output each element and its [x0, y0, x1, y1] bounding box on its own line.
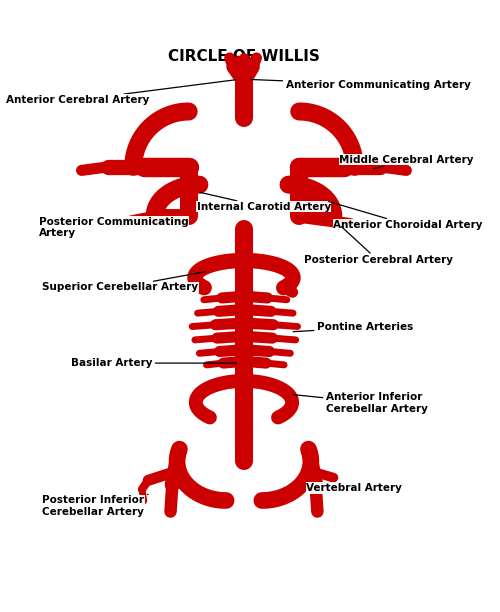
Text: Anterior Communicating Artery: Anterior Communicating Artery: [251, 80, 471, 90]
Text: Posterior Communicating
Artery: Posterior Communicating Artery: [39, 217, 188, 238]
Text: Middle Cerebral Artery: Middle Cerebral Artery: [340, 155, 474, 169]
Text: Anterior Inferior
Cerebellar Artery: Anterior Inferior Cerebellar Artery: [293, 392, 428, 414]
Text: Internal Carotid Artery: Internal Carotid Artery: [196, 192, 331, 212]
Text: Anterior Choroidal Artery: Anterior Choroidal Artery: [328, 201, 482, 230]
Text: Vertebral Artery: Vertebral Artery: [306, 483, 402, 494]
Text: CIRCLE OF WILLIS: CIRCLE OF WILLIS: [168, 49, 320, 64]
Text: Pontine Arteries: Pontine Arteries: [293, 323, 414, 332]
Text: Posterior Cerebral Artery: Posterior Cerebral Artery: [304, 226, 452, 266]
Text: Superior Cerebellar Artery: Superior Cerebellar Artery: [42, 272, 205, 293]
Text: Basilar Artery: Basilar Artery: [70, 358, 236, 368]
Text: Posterior Inferior
Cerebellar Artery: Posterior Inferior Cerebellar Artery: [42, 494, 148, 517]
Text: Anterior Cerebral Artery: Anterior Cerebral Artery: [6, 80, 236, 105]
